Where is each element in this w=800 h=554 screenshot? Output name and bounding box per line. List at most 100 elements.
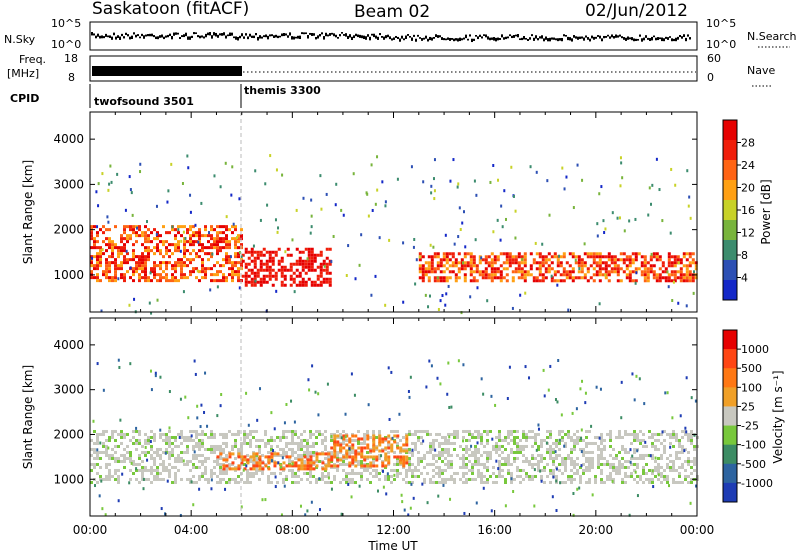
heatmap-cell (559, 264, 563, 268)
heatmap-cell (156, 468, 159, 472)
heatmap-cell (282, 467, 286, 471)
heatmap-cell (92, 419, 95, 423)
heatmap-cell (244, 280, 248, 284)
nsky-point (535, 35, 537, 39)
heatmap-cell (570, 468, 573, 472)
heatmap-cell (259, 253, 263, 257)
heatmap-cell (213, 459, 216, 463)
heatmap-cell (276, 444, 279, 448)
nsky-point (149, 33, 151, 37)
heatmap-cell (147, 438, 150, 442)
heatmap-cell (543, 480, 546, 484)
heatmap-cell (166, 479, 169, 483)
heatmap-cell (219, 231, 222, 235)
heatmap-cell (517, 264, 521, 268)
heatmap-cell (441, 441, 444, 445)
heatmap-cell (393, 429, 396, 433)
heatmap-cell (93, 465, 96, 469)
heatmap-cell (568, 273, 572, 277)
heatmap-cell (441, 480, 444, 484)
heatmap-cell (120, 441, 123, 445)
heatmap-cell (462, 429, 465, 433)
heatmap-cell (306, 257, 309, 261)
heatmap-cell (523, 279, 527, 283)
heatmap-cell (201, 243, 204, 247)
heatmap-cell (314, 390, 317, 394)
heatmap-cell (345, 456, 348, 460)
heatmap-cell (351, 461, 355, 465)
nsky-point (201, 35, 203, 38)
heatmap-cell (658, 258, 662, 262)
heatmap-cell (141, 450, 144, 454)
heatmap-cell (528, 435, 531, 439)
nsky-point (393, 37, 395, 40)
heatmap-cell (216, 261, 219, 265)
heatmap-cell (315, 458, 319, 462)
heatmap-cell (495, 447, 498, 451)
heatmap-cell (622, 252, 626, 256)
heatmap-cell (195, 465, 198, 469)
heatmap-cell (559, 255, 563, 259)
heatmap-cell (591, 462, 594, 466)
heatmap-cell (469, 261, 473, 265)
heatmap-cell (374, 274, 377, 278)
heatmap-cell (105, 267, 108, 271)
heatmap-cell (624, 480, 627, 484)
heatmap-cell (213, 240, 216, 244)
heatmap-cell (252, 467, 256, 471)
heatmap-cell (581, 178, 584, 182)
heatmap-cell (567, 308, 570, 312)
heatmap-cell (563, 187, 566, 191)
heatmap-cell (204, 273, 207, 277)
heatmap-cell (386, 472, 389, 476)
heatmap-cell (498, 468, 501, 472)
heatmap-cell (387, 366, 390, 370)
heatmap-cell (147, 252, 150, 256)
heatmap-cell (345, 438, 348, 442)
heatmap-cell (685, 267, 689, 271)
heatmap-cell (570, 447, 573, 451)
heatmap-cell (636, 449, 639, 453)
heatmap-cell (673, 261, 677, 265)
heatmap-cell (573, 471, 576, 475)
heatmap-cell (396, 177, 399, 181)
heatmap-cell (555, 474, 558, 478)
heatmap-cell (537, 462, 540, 466)
heatmap-cell (123, 459, 126, 463)
heatmap-cell (339, 432, 342, 436)
heatmap-cell (423, 456, 426, 460)
heatmap-cell (661, 264, 665, 268)
heatmap-cell (430, 261, 434, 265)
heatmap-cell (378, 429, 381, 433)
heatmap-cell (633, 450, 636, 454)
colorbar-swatch (723, 387, 737, 407)
heatmap-cell (603, 438, 606, 442)
heatmap-cell (508, 252, 512, 256)
nsky-point (471, 38, 473, 43)
nsearch-label: N.Search (747, 30, 797, 43)
heatmap-cell (618, 435, 621, 439)
heatmap-cell (635, 374, 638, 378)
heatmap-cell (423, 477, 426, 481)
heatmap-cell (522, 432, 525, 436)
heatmap-cell (291, 238, 294, 242)
nsky-point (461, 38, 463, 41)
heatmap-cell (469, 252, 473, 256)
heatmap-cell (624, 447, 627, 451)
heatmap-cell (237, 273, 240, 277)
heatmap-cell (603, 480, 606, 484)
heatmap-cell (213, 237, 216, 241)
heatmap-cell (324, 444, 327, 448)
heatmap-cell (616, 270, 620, 274)
heatmap-cell (495, 441, 498, 445)
heatmap-cell (672, 477, 675, 481)
nsky-point (235, 36, 237, 40)
heatmap-cell (681, 444, 684, 448)
heatmap-cell (204, 234, 207, 238)
heatmap-cell (117, 252, 120, 256)
heatmap-cell (435, 471, 438, 475)
heatmap-cell (162, 477, 165, 481)
heatmap-cell (436, 252, 440, 256)
heatmap-cell (532, 279, 536, 283)
heatmap-cell (310, 265, 314, 269)
